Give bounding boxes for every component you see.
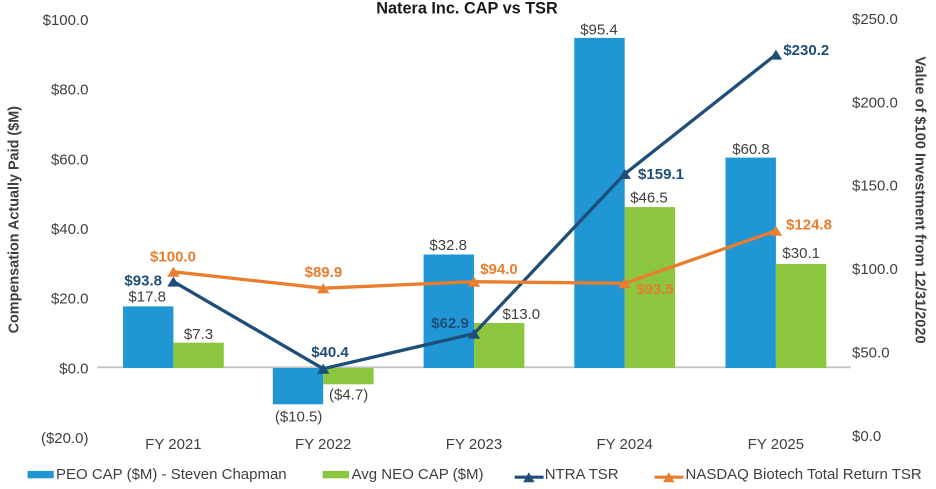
svg-text:$94.0: $94.0: [480, 261, 518, 278]
svg-text:$95.4: $95.4: [580, 21, 618, 38]
svg-text:$60.8: $60.8: [732, 141, 770, 158]
svg-text:$46.5: $46.5: [630, 190, 668, 207]
svg-text:$0.0: $0.0: [852, 428, 881, 445]
svg-text:FY 2021: FY 2021: [145, 436, 201, 453]
svg-text:$150.0: $150.0: [852, 178, 898, 195]
svg-text:($10.5): ($10.5): [275, 408, 323, 425]
svg-text:$60.0: $60.0: [51, 151, 89, 168]
svg-text:$250.0: $250.0: [852, 11, 898, 28]
svg-text:$17.8: $17.8: [128, 289, 166, 306]
svg-text:$230.2: $230.2: [783, 42, 829, 59]
svg-text:$7.3: $7.3: [184, 326, 213, 343]
svg-text:$124.8: $124.8: [786, 217, 832, 234]
svg-text:($20.0): ($20.0): [41, 430, 89, 447]
svg-text:$93.5: $93.5: [636, 281, 674, 298]
svg-text:$40.0: $40.0: [51, 221, 89, 238]
svg-text:Compensation Actually Paid ($M: Compensation Actually Paid ($M): [6, 106, 22, 334]
svg-text:$50.0: $50.0: [852, 345, 890, 362]
svg-text:$40.4: $40.4: [311, 344, 349, 361]
svg-text:$80.0: $80.0: [51, 82, 89, 99]
svg-text:FY 2023: FY 2023: [446, 436, 502, 453]
svg-text:NTRA TSR: NTRA TSR: [545, 466, 619, 483]
svg-text:$62.9: $62.9: [431, 315, 469, 332]
svg-text:$100.0: $100.0: [852, 261, 898, 278]
svg-text:$100.0: $100.0: [150, 248, 196, 265]
svg-text:$100.0: $100.0: [43, 12, 89, 29]
svg-text:$13.0: $13.0: [503, 306, 541, 323]
svg-text:Natera Inc. CAP vs TSR: Natera Inc. CAP vs TSR: [376, 0, 558, 18]
svg-text:NASDAQ Biotech Total Return TS: NASDAQ Biotech Total Return TSR: [686, 466, 922, 483]
svg-text:($4.7): ($4.7): [329, 386, 368, 403]
svg-text:$93.8: $93.8: [124, 273, 162, 290]
svg-text:FY 2024: FY 2024: [596, 436, 652, 453]
svg-text:FY 2025: FY 2025: [748, 436, 804, 453]
svg-text:$0.0: $0.0: [59, 360, 88, 377]
svg-text:PEO CAP ($M) - Steven Chapman: PEO CAP ($M) - Steven Chapman: [56, 466, 287, 483]
svg-text:$89.9: $89.9: [305, 264, 343, 281]
svg-text:Avg NEO CAP ($M): Avg NEO CAP ($M): [352, 466, 484, 483]
svg-text:$30.1: $30.1: [782, 245, 820, 262]
svg-text:$200.0: $200.0: [852, 94, 898, 111]
svg-text:$20.0: $20.0: [51, 291, 89, 308]
svg-text:Value of $100 Investment from: Value of $100 Investment from 12/31/2020: [912, 56, 928, 343]
svg-text:$32.8: $32.8: [429, 237, 467, 254]
svg-text:FY 2022: FY 2022: [295, 436, 351, 453]
svg-text:$159.1: $159.1: [638, 166, 684, 183]
